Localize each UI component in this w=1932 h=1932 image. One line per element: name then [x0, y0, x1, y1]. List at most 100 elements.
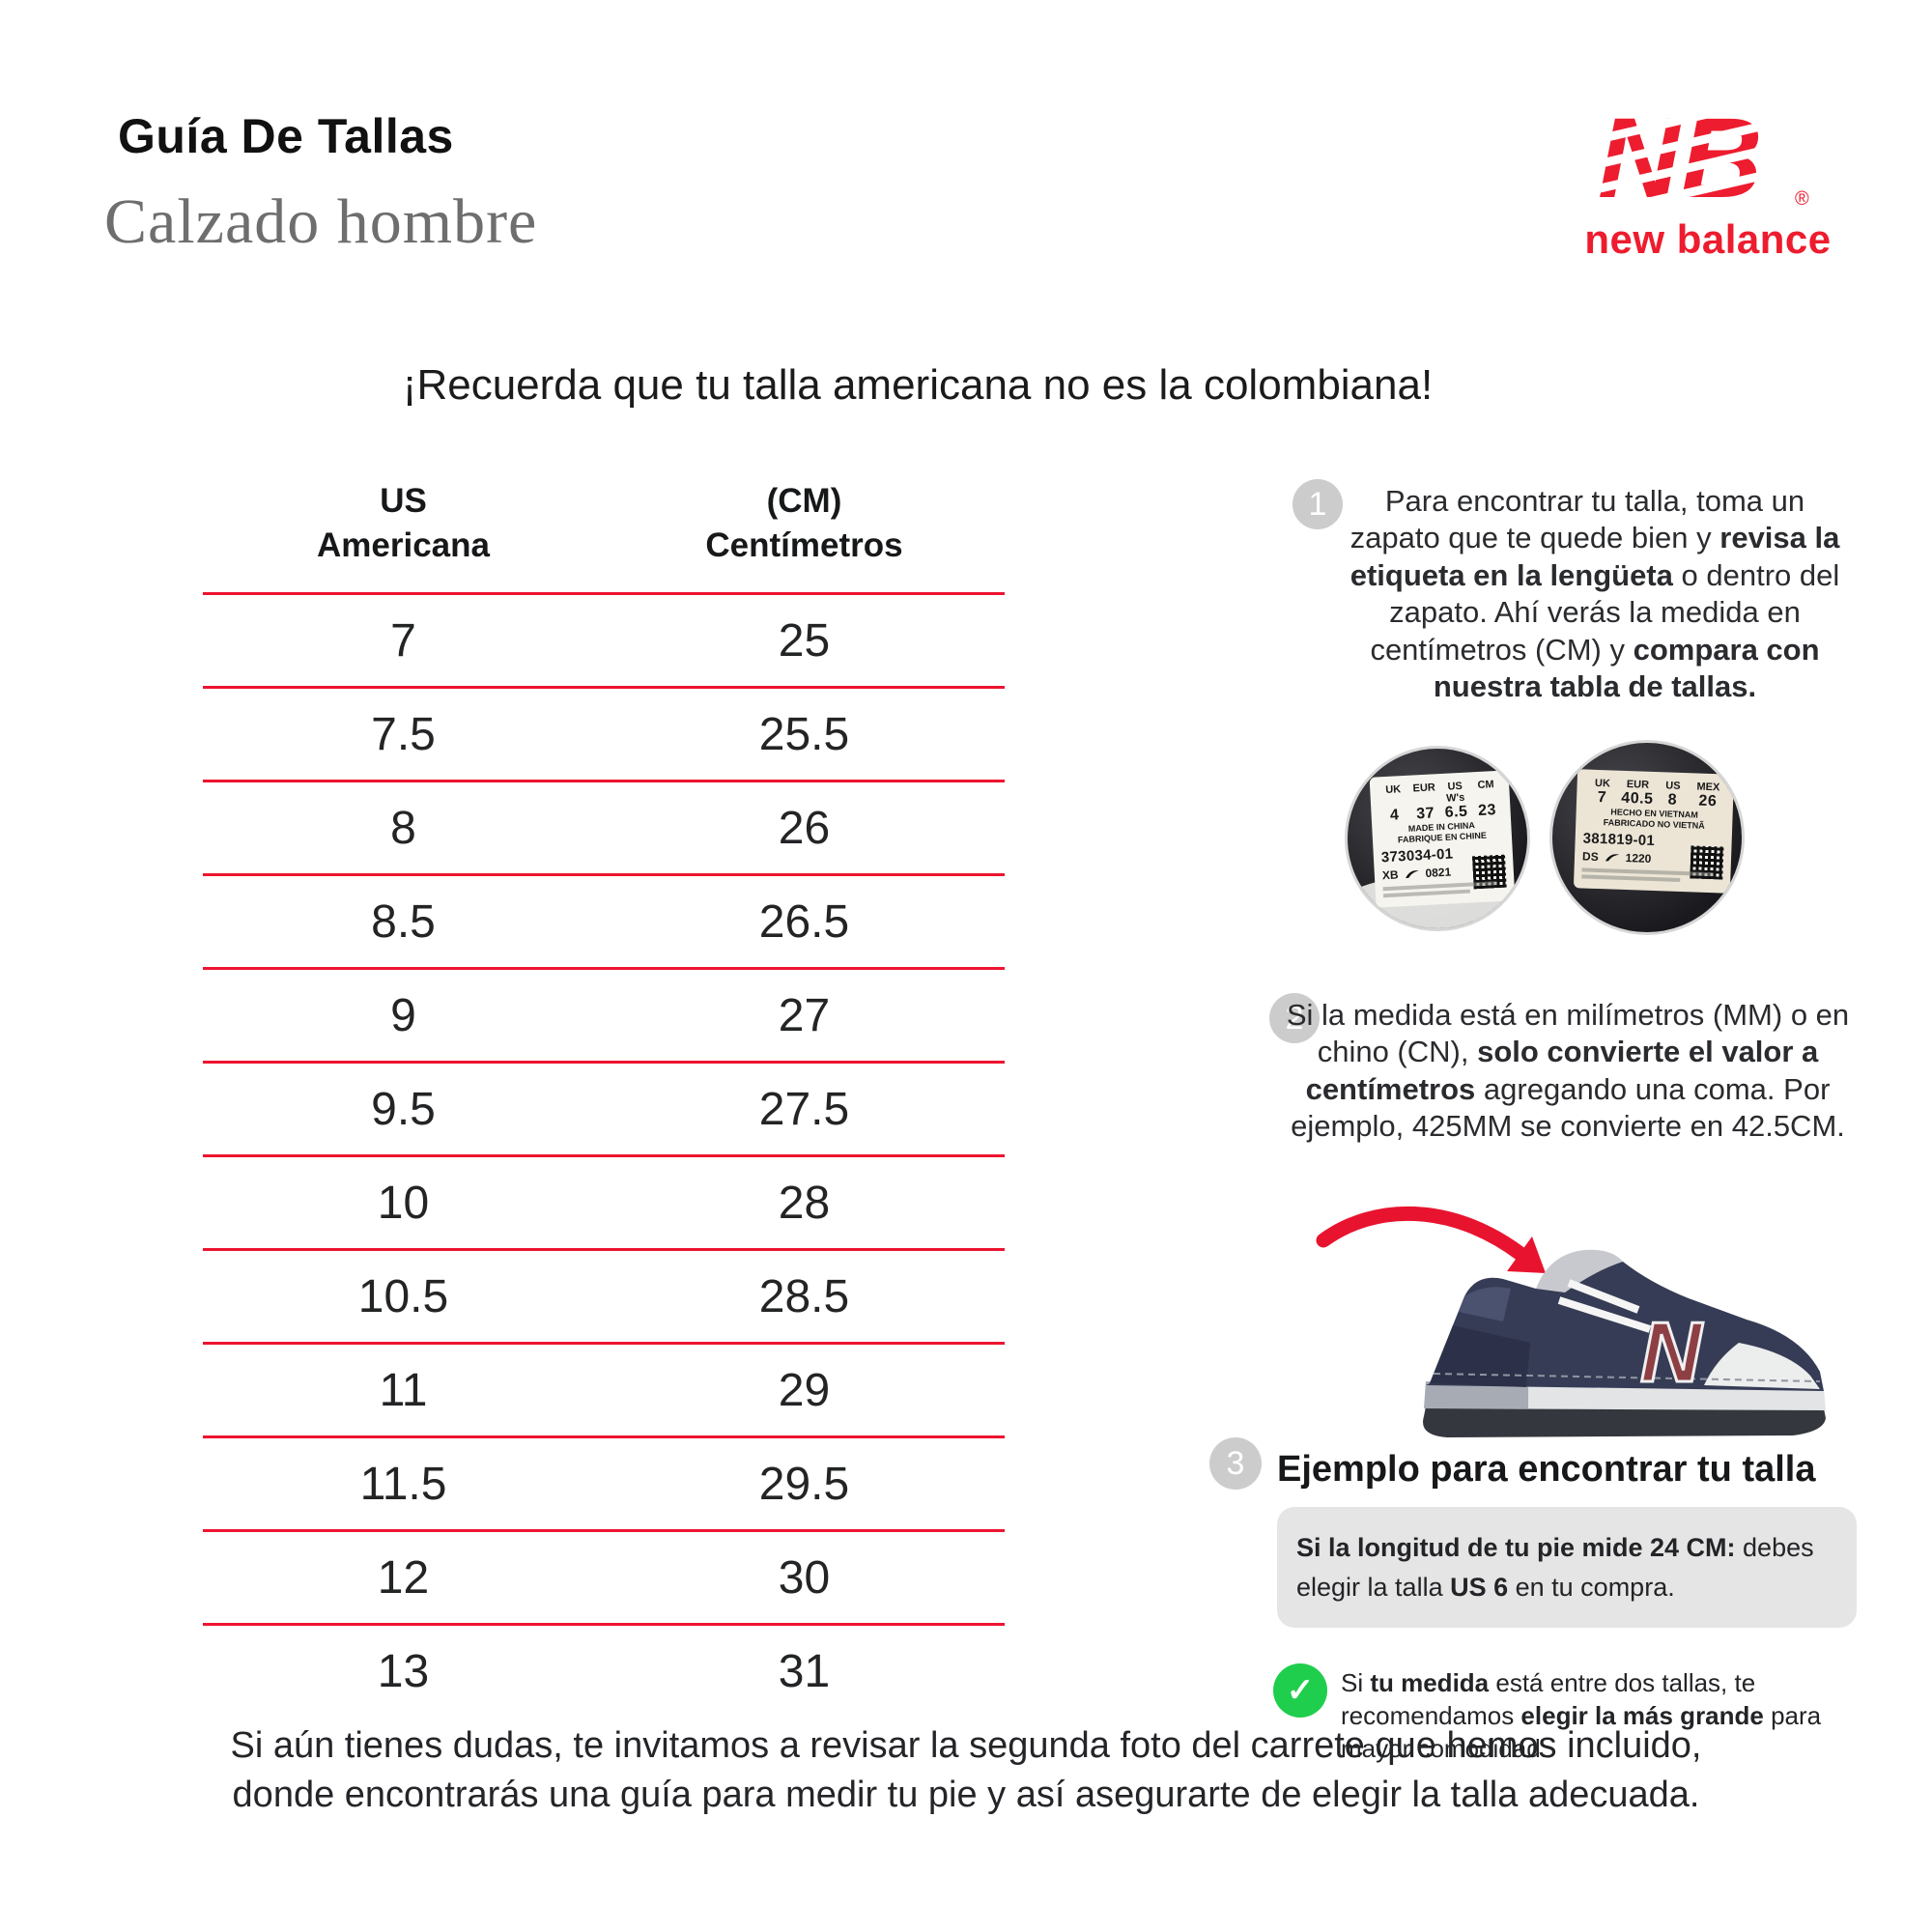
us-size: 10.5: [357, 1270, 449, 1322]
table-row: 11 29: [203, 1342, 1005, 1435]
label-code: DS: [1581, 849, 1599, 864]
us-size: 13: [377, 1645, 430, 1697]
table-row: 7 25: [203, 592, 1005, 686]
label-val: 7: [1597, 788, 1607, 807]
cm-size: 27: [778, 989, 831, 1041]
cm-size: 26.5: [758, 895, 850, 948]
label-code: 0821: [1425, 865, 1452, 880]
footer-line-2: donde encontrarás una guía para medir tu…: [232, 1775, 1700, 1816]
sneaker-icon: N: [1423, 1249, 1826, 1437]
cm-size: 29: [778, 1364, 831, 1416]
red-arrow-icon: [1316, 1206, 1546, 1273]
label-code: 1220: [1625, 850, 1652, 866]
us-size: 10: [377, 1177, 430, 1229]
step-1-text-bold: revisa la etiqueta en la lengüeta: [1350, 521, 1840, 592]
step-2-text-part: agregando una coma. Por ejemplo, 425MM s…: [1291, 1071, 1845, 1144]
us-size: 7: [390, 614, 416, 667]
us-size: 7.5: [371, 708, 436, 760]
cm-size: 31: [778, 1645, 831, 1697]
label-code-row: XB 0821: [1382, 862, 1507, 882]
check-icon: ✓: [1273, 1663, 1327, 1718]
table-row: 9 27: [203, 967, 1005, 1061]
label-sku: 381819-01: [1582, 830, 1656, 849]
table-row: 9.5 27.5: [203, 1061, 1005, 1154]
table-row: 7.5 25.5: [203, 686, 1005, 780]
label-col: US W's: [1445, 780, 1465, 805]
column-header-cm-line1: (CM): [766, 482, 842, 520]
registered-mark: ®: [1795, 188, 1809, 210]
label-val: 37: [1415, 805, 1435, 823]
us-size: 11: [379, 1364, 428, 1416]
us-size: 8: [390, 802, 416, 854]
reminder-heading: ¡Recuerda que tu talla americana no es l…: [402, 361, 1434, 409]
puma-cat-icon: [1605, 852, 1620, 863]
cm-size: 28.5: [758, 1270, 850, 1322]
column-header-us-line1: US: [380, 482, 427, 520]
label-col: CM: [1477, 779, 1494, 792]
us-size: 9.5: [371, 1083, 436, 1135]
table-row: 12 30: [203, 1529, 1005, 1623]
us-size: 11.5: [359, 1458, 447, 1510]
example-box: Si la longitud de tu pie mide 24 CM: deb…: [1277, 1507, 1857, 1628]
step-1-text-bold: compara con nuestra tabla de tallas.: [1433, 632, 1820, 704]
label-sku: 373034-01: [1380, 845, 1454, 866]
shoe-label-photo-right: UK EUR US MEX 7 40.5 8 26 HECHO EN VIETNAM FAB…: [1549, 740, 1745, 935]
example-text: debes elegir la talla: [1296, 1533, 1814, 1602]
new-balance-wordmark: new balance: [1584, 216, 1832, 262]
table-row: 10 28: [203, 1154, 1005, 1248]
label-col: EUR: [1412, 781, 1436, 795]
new-balance-logo-icon: NB ®: [1560, 93, 1837, 223]
label-val: 40.5: [1621, 789, 1654, 808]
table-row: 10.5 28.5: [203, 1248, 1005, 1342]
us-size: 8.5: [371, 895, 436, 948]
example-text: en tu compra.: [1508, 1572, 1675, 1602]
step-3-number: 3: [1226, 1444, 1245, 1482]
table-row: 11.5 29.5: [203, 1435, 1005, 1529]
step-1-text-part: Para encontrar tu talla, toma un zapato …: [1350, 484, 1805, 555]
step-3-badge: 3: [1209, 1437, 1262, 1490]
label-fine-print: [1382, 880, 1507, 897]
step-1-text-part: o dentro del zapato. Ahí verás la medida…: [1370, 557, 1840, 667]
label-col: UK: [1385, 783, 1402, 796]
table-row: 8.5 26.5: [203, 873, 1005, 967]
tip-bold: elegir la más grande: [1520, 1700, 1764, 1730]
cm-size: 25: [778, 614, 831, 667]
step-1-number: 1: [1308, 485, 1327, 523]
size-label-right: UK EUR US MEX 7 40.5 8 26 HECHO EN VIETNAM FAB…: [1573, 769, 1735, 894]
us-size: 9: [390, 989, 416, 1041]
page-title: Guía De Tallas: [118, 109, 454, 163]
step-3-heading: Ejemplo para encontrar tu talla: [1277, 1449, 1816, 1490]
step-1-badge: 1: [1293, 479, 1343, 529]
step-1-text: Para encontrar tu talla, toma un zapato …: [1343, 483, 1847, 706]
check-glyph: ✓: [1286, 1672, 1315, 1709]
cm-size: 28: [778, 1177, 831, 1229]
cm-size: 29.5: [758, 1458, 850, 1510]
column-header-cm: (CM) Centímetros: [604, 479, 1005, 567]
step-2-badge: 2: [1269, 993, 1320, 1043]
label-val: 26: [1698, 792, 1718, 810]
tip-part: está entre dos tallas, te recomendamos: [1341, 1668, 1756, 1730]
step-2-text: Si la medida está en milímetros (MM) o e…: [1285, 997, 1851, 1146]
us-size: 12: [377, 1551, 430, 1604]
footer-note: Si aún tienes dudas, te invitamos a revi…: [0, 1721, 1932, 1821]
cm-size: 25.5: [758, 708, 850, 760]
step-2-text-bold: solo convierte el valor a centímetros: [1305, 1035, 1819, 1106]
tip-part: para mayor comodidad.: [1341, 1700, 1822, 1763]
tip-bold: tu medida: [1370, 1668, 1490, 1697]
step-2-number: 2: [1285, 999, 1304, 1037]
size-label-left: UK EUR US W's CM 4 37 6.5 23 MADE IN CHINA FAB…: [1369, 770, 1516, 908]
table-row: 8 26: [203, 780, 1005, 873]
shoe-label-photo-left: UK EUR US W's CM 4 37 6.5 23 MADE IN CHINA FAB…: [1345, 746, 1530, 931]
footer-line-1: Si aún tienes dudas, te invitamos a revi…: [230, 1725, 1702, 1766]
size-table-header: US Americana (CM) Centímetros: [203, 479, 1005, 592]
cm-size: 30: [778, 1551, 831, 1604]
page-subtitle: Calzado hombre: [104, 186, 538, 257]
sneaker-illustration: N: [1306, 1190, 1847, 1451]
label-val: 6.5: [1444, 803, 1468, 821]
label-val: 23: [1477, 802, 1497, 820]
label-val: 4: [1389, 807, 1400, 824]
example-bold: Si la longitud de tu pie mide 24 CM:: [1296, 1533, 1736, 1562]
label-code: XB: [1381, 867, 1399, 882]
shoe-n-logo: N: [1640, 1304, 1704, 1400]
